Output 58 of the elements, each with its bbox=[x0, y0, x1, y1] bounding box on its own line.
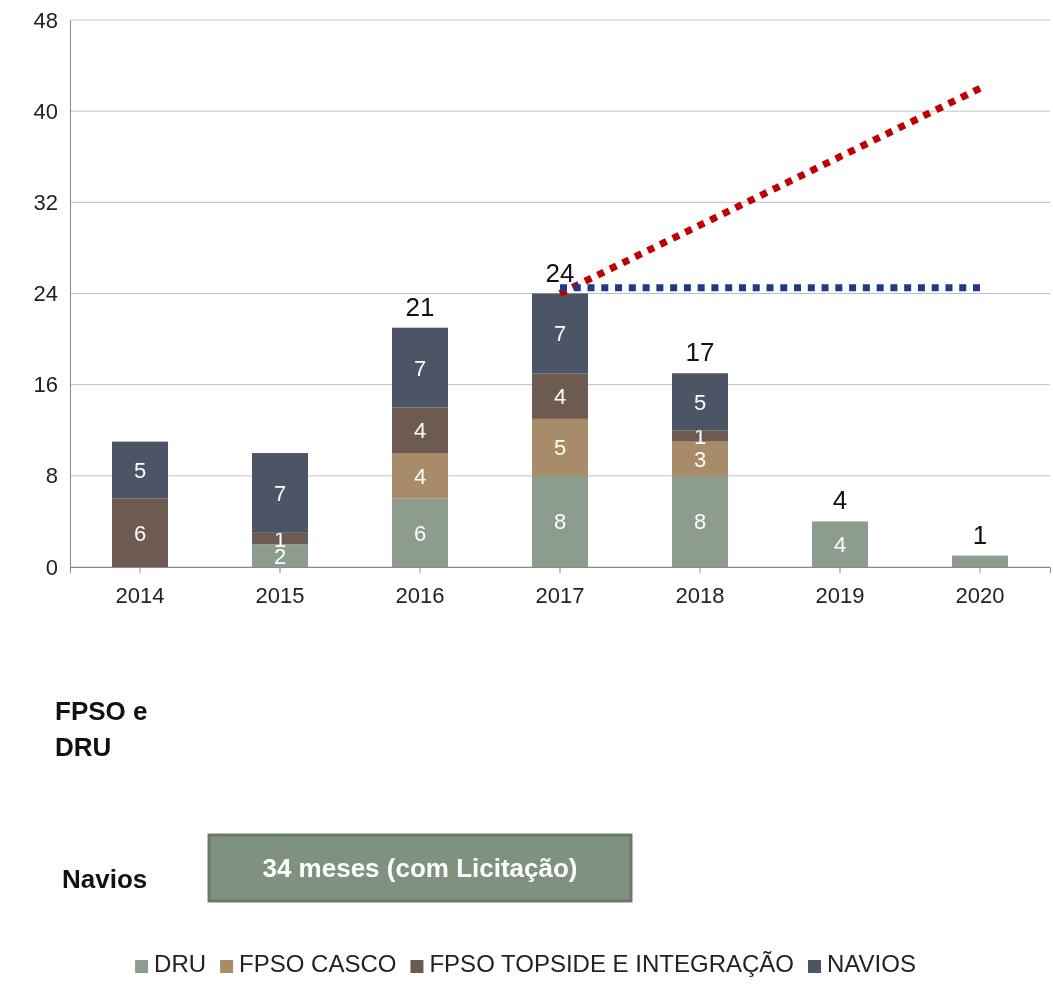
data-label: 7 bbox=[553, 321, 567, 347]
x-tick-label: 2020 bbox=[955, 582, 1005, 608]
data-label: 8 bbox=[693, 509, 707, 535]
y-tick-label: 32 bbox=[33, 189, 58, 215]
bar bbox=[952, 555, 1008, 567]
bar bbox=[532, 373, 588, 419]
y-tick-label: 0 bbox=[45, 554, 58, 580]
bar bbox=[392, 453, 448, 499]
bar bbox=[532, 293, 588, 374]
bar bbox=[392, 407, 448, 454]
total-label: 24 bbox=[545, 257, 575, 288]
total-label: 21 bbox=[405, 291, 435, 322]
data-label: 5 bbox=[693, 389, 707, 415]
bar bbox=[672, 475, 728, 567]
data-label: 5 bbox=[133, 458, 147, 484]
bar bbox=[252, 453, 308, 533]
y-tick-label: 24 bbox=[33, 281, 58, 307]
bar bbox=[112, 441, 168, 499]
x-tick-label: 2015 bbox=[255, 582, 305, 608]
text: Navios bbox=[62, 864, 148, 894]
bar bbox=[112, 498, 168, 567]
text: FPSO e DRU bbox=[55, 696, 148, 762]
legend-label: DRU bbox=[154, 950, 207, 977]
y-tick-label: 8 bbox=[45, 463, 58, 489]
total-label: 17 bbox=[685, 337, 715, 368]
x-tick-label: 2016 bbox=[395, 582, 445, 608]
y-tick-label: 16 bbox=[33, 372, 58, 398]
bar bbox=[252, 532, 308, 545]
bar bbox=[392, 498, 448, 567]
data-label: 7 bbox=[273, 480, 287, 506]
bar bbox=[532, 475, 588, 567]
bar bbox=[672, 373, 728, 431]
data-label: 5 bbox=[553, 435, 567, 461]
data-label: 6 bbox=[413, 520, 427, 546]
x-tick-label: 2019 bbox=[815, 582, 865, 608]
data-label: 3 bbox=[693, 446, 707, 472]
legend-label: NAVIOS bbox=[826, 950, 916, 977]
y-tick-label: 40 bbox=[33, 98, 58, 124]
data-label: 8 bbox=[553, 509, 567, 535]
total-label: 1 bbox=[972, 519, 988, 550]
bar bbox=[532, 418, 588, 476]
text: 34 meses (com Licitação) bbox=[262, 853, 578, 883]
total-label: 4 bbox=[832, 485, 848, 516]
x-tick-label: 2017 bbox=[535, 582, 585, 608]
data-label: 6 bbox=[133, 520, 147, 546]
legend-label: FPSO CASCO bbox=[239, 950, 397, 977]
legend-label: FPSO TOPSIDE E INTEGRAÇÃO bbox=[429, 950, 794, 977]
data-label: 7 bbox=[413, 355, 427, 381]
x-tick-label: 2014 bbox=[115, 582, 165, 608]
data-label: 4 bbox=[553, 384, 567, 410]
x-tick-label: 2018 bbox=[675, 582, 725, 608]
bar bbox=[812, 521, 868, 567]
y-tick-label: 48 bbox=[33, 7, 58, 33]
data-label: 4 bbox=[413, 418, 427, 444]
bar bbox=[392, 327, 448, 408]
data-label: 4 bbox=[413, 463, 427, 489]
bar bbox=[672, 430, 728, 442]
data-label: 4 bbox=[833, 532, 847, 558]
